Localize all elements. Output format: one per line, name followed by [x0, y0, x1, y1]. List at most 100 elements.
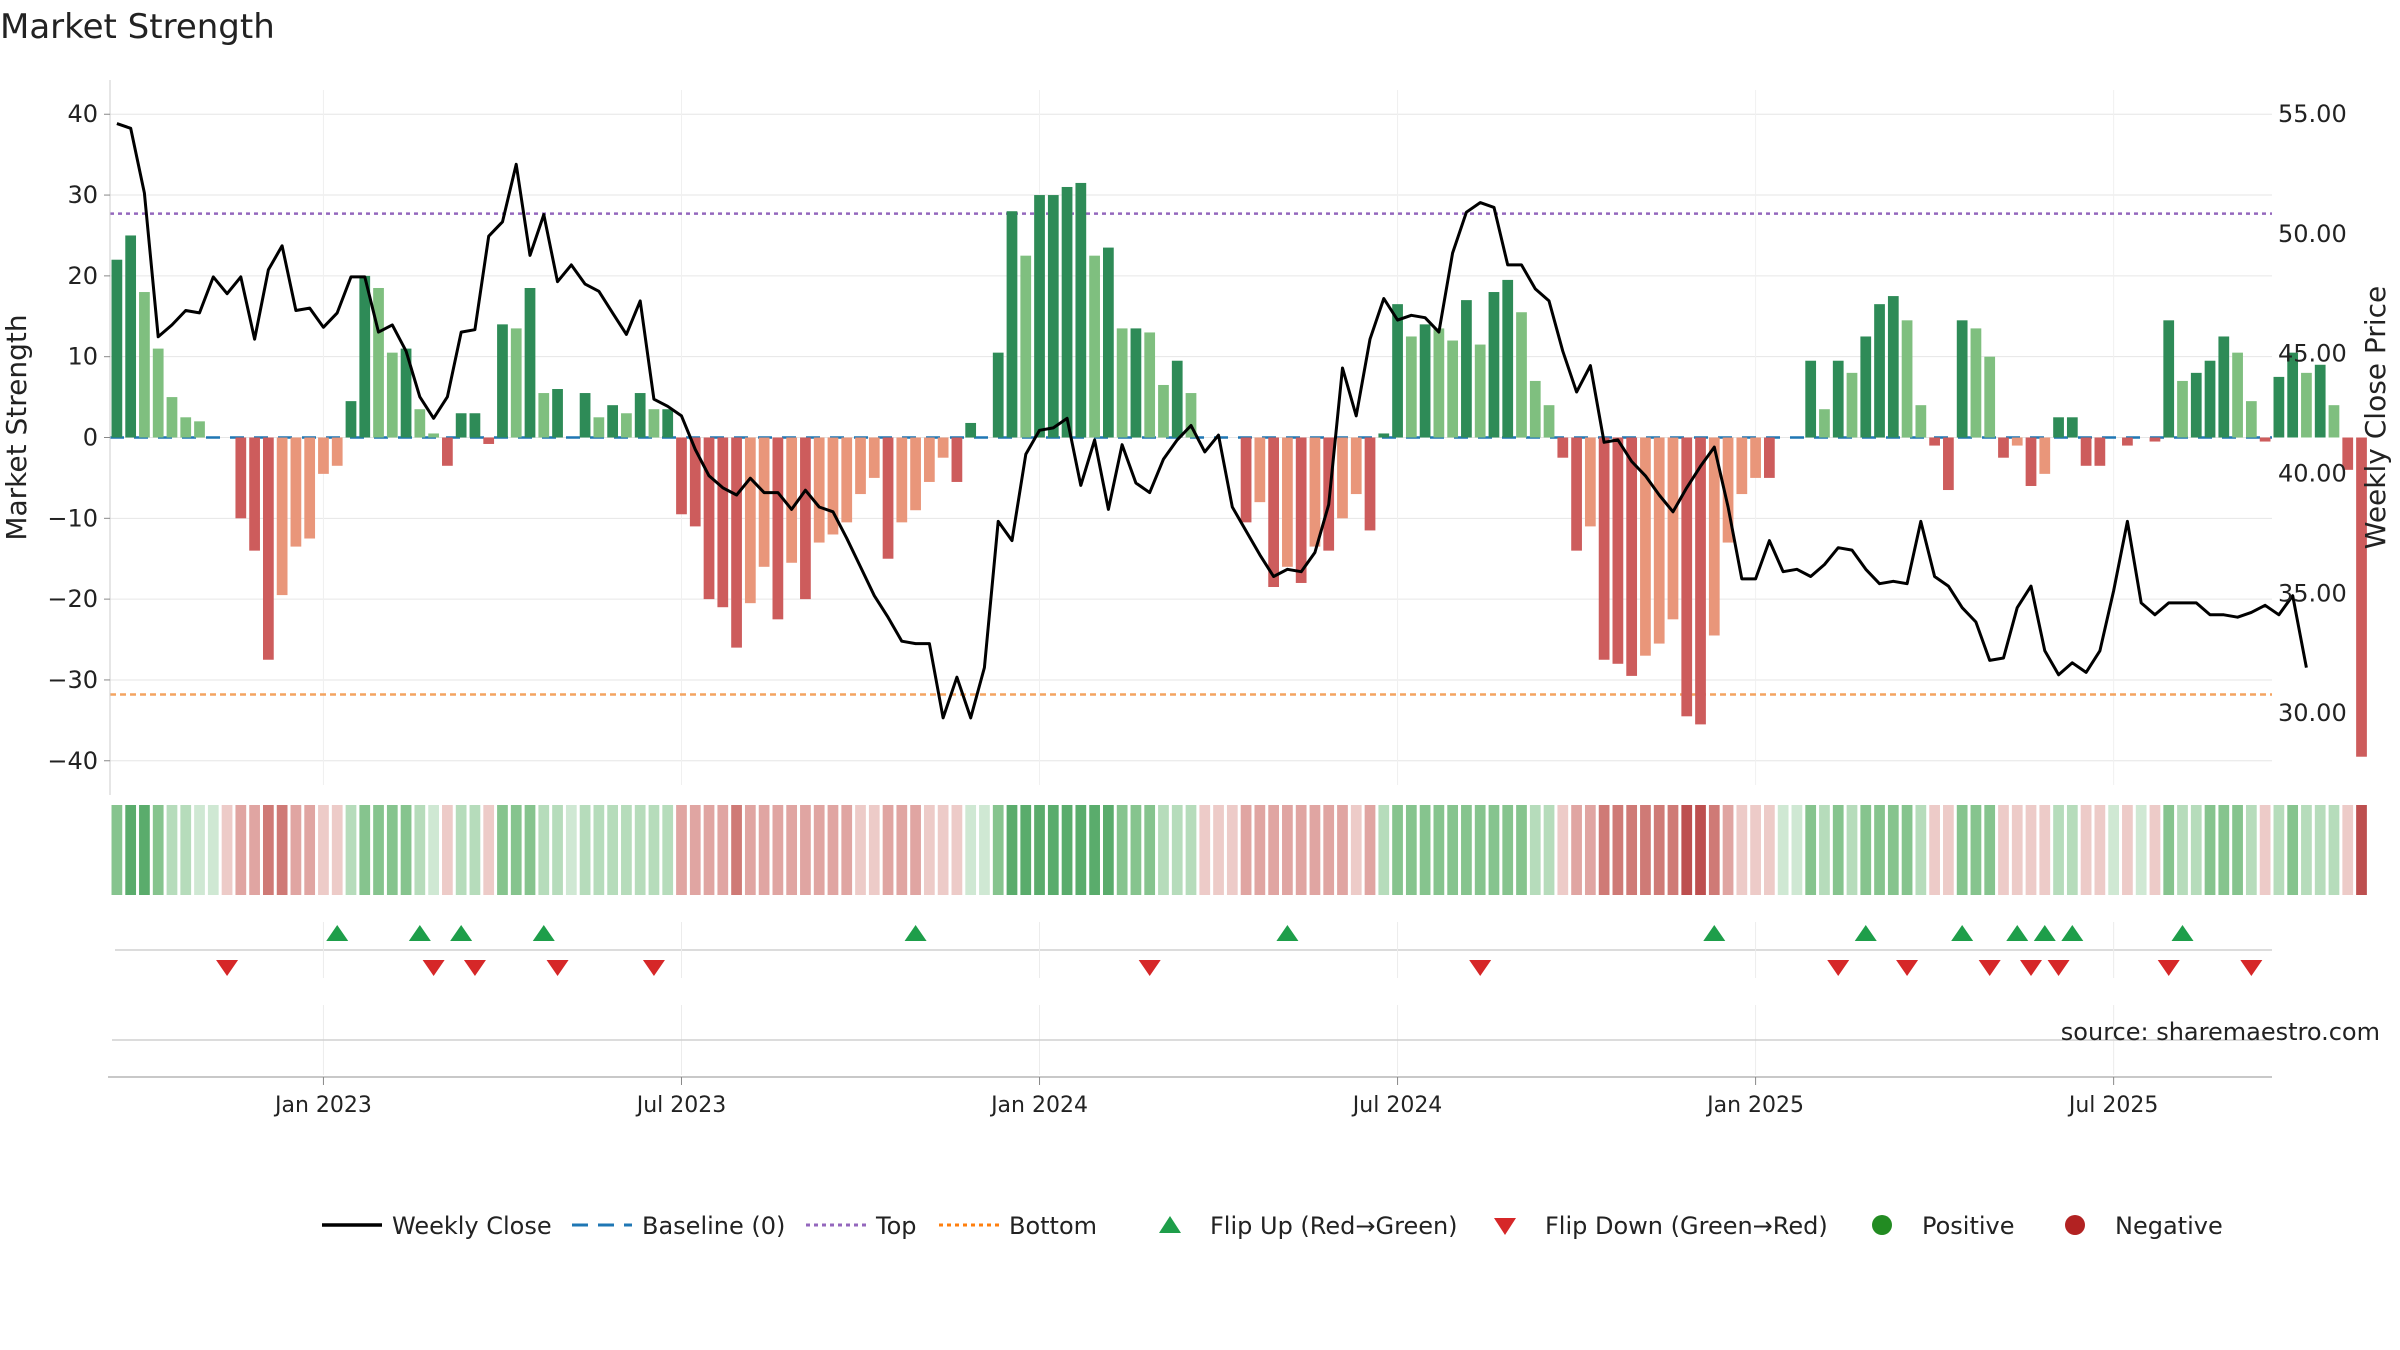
strip-cell [331, 805, 343, 895]
strip-cell [1598, 805, 1610, 895]
strength-bar [621, 413, 632, 438]
flip-down-marker [1138, 960, 1161, 976]
flip-up-marker [1854, 925, 1877, 941]
strength-bar [249, 437, 260, 551]
strength-bar [1185, 393, 1197, 438]
strip-cell [524, 805, 536, 895]
strip-cell [1419, 805, 1431, 895]
strip-cell [249, 805, 260, 895]
strength-bar [1006, 211, 1018, 438]
strip-cell [676, 805, 687, 895]
strip-cell [414, 805, 426, 895]
strip-cell [992, 805, 1004, 895]
strength-bar [1268, 437, 1279, 588]
strip-cell [469, 805, 481, 895]
flip-up-marker [2033, 925, 2056, 941]
strip-cell [1874, 805, 1885, 895]
flip-up-marker [450, 925, 473, 941]
strength-bar [1695, 437, 1706, 725]
strip-cell [483, 805, 495, 895]
legend-item: Flip Down (Green→Red) [1494, 1212, 1828, 1240]
strip-cell [1447, 805, 1459, 895]
strength-bar [1998, 437, 2009, 458]
price-line-layer [116, 122, 2308, 720]
strength-bar [2356, 437, 2367, 757]
strength-bar [1984, 356, 1996, 438]
strip-cell [1185, 805, 1197, 895]
strip-cell [2025, 805, 2037, 895]
strip-cell [1543, 805, 1555, 895]
regime-strip [111, 805, 2367, 895]
strip-cell [896, 805, 908, 895]
strip-cell [1915, 805, 1927, 895]
strength-bar [235, 437, 247, 519]
strength-bar [772, 437, 784, 620]
strength-bar [111, 259, 123, 438]
strength-bar [1047, 195, 1059, 438]
flip-down-marker [2047, 960, 2070, 976]
strip-cell [923, 805, 935, 895]
right-tick-label: 55.00 [2278, 100, 2347, 128]
strip-cell [1571, 805, 1582, 895]
strip-cell [855, 805, 866, 895]
strength-bar [331, 437, 343, 466]
flip-down-marker [2157, 960, 2180, 976]
strength-bar [1529, 380, 1541, 438]
strip-cell [1529, 805, 1541, 895]
strength-bar [2190, 372, 2202, 438]
strip-cell [1240, 805, 1252, 895]
strength-bar [1378, 433, 1390, 438]
strength-bar [2245, 401, 2257, 438]
strength-bar [896, 437, 908, 523]
strength-bar [731, 437, 742, 648]
strip-cell [262, 805, 274, 895]
strip-cell [1405, 805, 1417, 895]
strip-cell [662, 805, 674, 895]
strength-bar [1915, 405, 1927, 438]
strength-bars [111, 182, 2367, 757]
strip-cell [1226, 805, 1238, 895]
strength-bar [2094, 437, 2106, 466]
strength-bar [469, 413, 481, 438]
strip-cell [593, 805, 605, 895]
strip-cell [910, 805, 921, 895]
strip-cell [2190, 805, 2202, 895]
strength-bar [1144, 332, 1156, 438]
strip-cell [1612, 805, 1624, 895]
strip-cell [1695, 805, 1706, 895]
right-tick-label: 30.00 [2278, 699, 2347, 727]
strength-bar [524, 287, 536, 438]
left-tick-label: 30 [67, 181, 98, 209]
strip-cell [2314, 805, 2326, 895]
strip-cell [1777, 805, 1789, 895]
strip-cell [2287, 805, 2299, 895]
legend-circle-icon [2065, 1215, 2085, 1235]
strip-cell [2245, 805, 2257, 895]
strip-cell [2177, 805, 2188, 895]
strength-bar [1364, 437, 1376, 531]
strip-cell [1130, 805, 1142, 895]
strength-bar [400, 348, 412, 438]
strip-cell [1006, 805, 1018, 895]
x-tick-label: Jul 2023 [635, 1093, 727, 1118]
strip-cell [1984, 805, 1996, 895]
strip-cell [1584, 805, 1596, 895]
strip-cell [827, 805, 839, 895]
strip-cell [1378, 805, 1390, 895]
strip-cell [786, 805, 798, 895]
strength-bar [2218, 336, 2230, 438]
strip-cell [1061, 805, 1073, 895]
strength-bar [1419, 324, 1431, 438]
strip-cell [2218, 805, 2230, 895]
strength-bar [1667, 437, 1679, 620]
flip-down-marker [1827, 960, 1850, 976]
strip-cell [2011, 805, 2023, 895]
strip-cell [1640, 805, 1651, 895]
flip-down-marker [1978, 960, 2001, 976]
left-tick-label: −40 [47, 747, 98, 775]
axes-layer: 40 30 20 10 0 −10 −20 −30 −40 55.00 50.00 45.00 40.0… [0, 80, 2392, 795]
right-tick-label: 40.00 [2278, 459, 2347, 487]
strength-bar [2314, 364, 2326, 438]
strength-bar [1254, 437, 1266, 503]
flip-down-marker [422, 960, 445, 976]
